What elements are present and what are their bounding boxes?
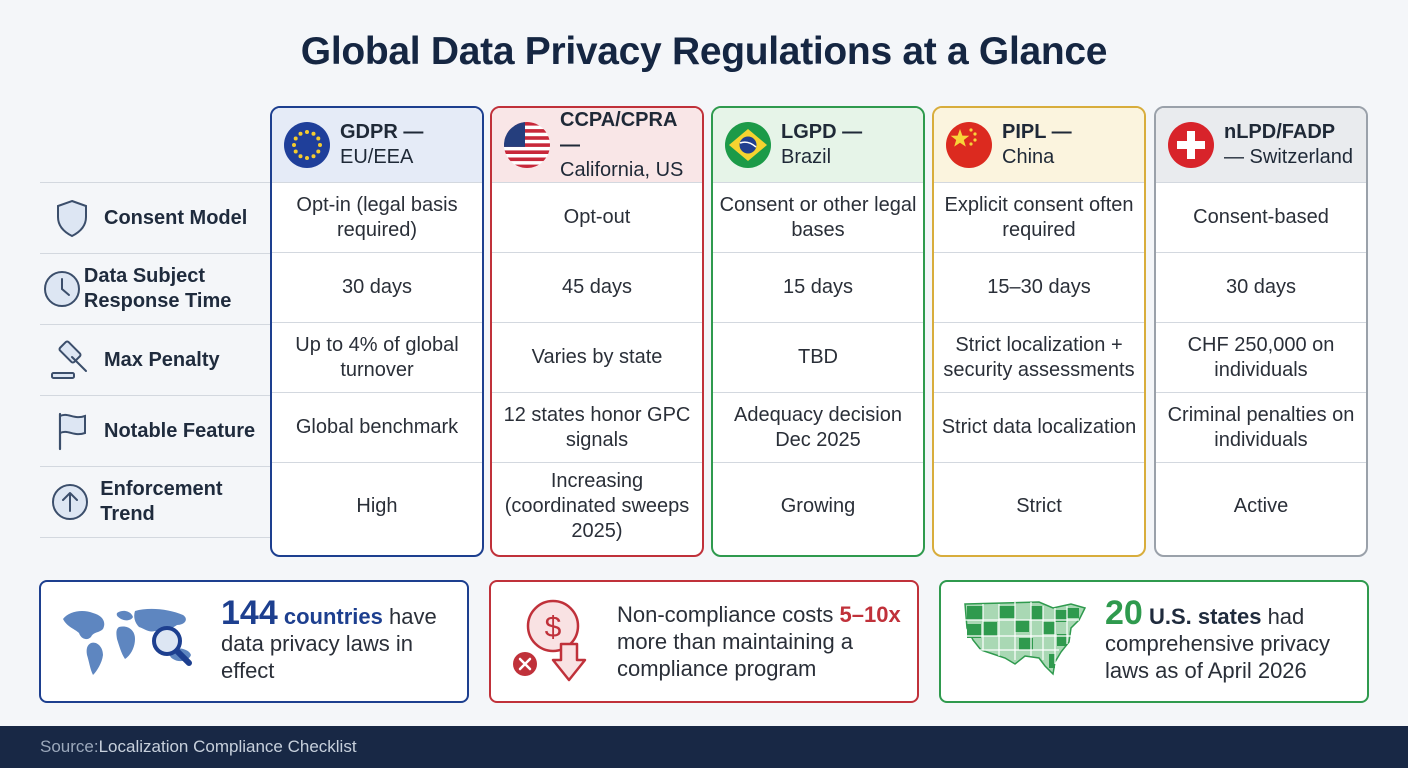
stat-emphasis: 5–10x <box>839 602 901 627</box>
stat-emphasis: countries <box>283 603 383 629</box>
cell-max-penalty: CHF 250,000 on individuals <box>1156 322 1366 392</box>
stat-description: have data privacy laws in effect <box>221 603 437 683</box>
brazil-flag-icon <box>725 122 771 168</box>
column-header: CCPA/CPRA — California, US <box>492 108 702 182</box>
row-label-response-time: Data Subject Response Time <box>40 253 272 324</box>
cell-notable-feature: 12 states honor GPC signals <box>492 392 702 462</box>
column-nlpd: nLPD/FADP — Switzerland Consent-based 30 … <box>1154 106 1368 557</box>
svg-text:$: $ <box>545 611 562 644</box>
column-lgpd: LGPD — Brazil Consent or other legal base… <box>711 106 925 557</box>
cell-response-time: 15–30 days <box>934 252 1144 322</box>
cell-consent-model: Consent or other legal bases <box>713 182 923 252</box>
stat-card-countries: 144 countries have data privacy laws in … <box>39 580 469 703</box>
page-title: Global Data Privacy Regulations at a Gla… <box>300 30 1108 73</box>
cost-down-icon: $ <box>509 594 601 689</box>
flag-icon <box>40 411 104 451</box>
column-header: LGPD — Brazil <box>713 108 923 182</box>
regulation-code: LGPD — <box>781 121 863 143</box>
regulation-region: Brazil <box>781 146 832 168</box>
row-labels: Consent Model Data Subject Response Time… <box>40 182 272 538</box>
column-header: nLPD/FADP — Switzerland <box>1156 108 1366 182</box>
column-header: PIPL — China <box>934 108 1144 182</box>
source-text: Localization Compliance Checklist <box>98 737 357 756</box>
regulation-code: CCPA/CPRA — <box>560 108 677 156</box>
cell-notable-feature: Strict data localization <box>934 392 1144 462</box>
row-label-notable-feature: Notable Feature <box>40 395 272 466</box>
cell-notable-feature: Adequacy decision Dec 2025 <box>713 392 923 462</box>
cell-notable-feature: Global benchmark <box>272 392 482 462</box>
cell-response-time: 45 days <box>492 252 702 322</box>
regulation-region: EU/EEA <box>340 146 414 168</box>
cell-enforcement-trend: High <box>272 462 482 550</box>
column-pipl: PIPL — China Explicit consent often requi… <box>932 106 1146 557</box>
eu-flag-icon <box>284 122 330 168</box>
regulation-region: China <box>1002 146 1055 168</box>
shield-icon <box>40 198 104 238</box>
row-label-consent-model: Consent Model <box>40 182 272 253</box>
cell-response-time: 30 days <box>1156 252 1366 322</box>
regulation-region: — Switzerland <box>1224 146 1353 168</box>
stat-text: 20 U.S. states had comprehensive privacy… <box>1105 596 1367 684</box>
row-label-enforcement-trend: Enforcement Trend <box>40 466 272 538</box>
cell-consent-model: Opt-in (legal basis required) <box>272 182 482 252</box>
row-label-max-penalty: Max Penalty <box>40 324 272 395</box>
regulation-code: PIPL — <box>1002 121 1072 143</box>
us-flag-icon <box>504 122 550 168</box>
stat-card-us-states: 20 U.S. states had comprehensive privacy… <box>939 580 1369 703</box>
world-map-search-icon <box>59 599 209 684</box>
regulation-code: GDPR — <box>340 121 424 143</box>
cell-enforcement-trend: Strict <box>934 462 1144 550</box>
cell-max-penalty: TBD <box>713 322 923 392</box>
stat-number: 20 <box>1105 593 1143 632</box>
cell-enforcement-trend: Active <box>1156 462 1366 550</box>
cell-max-penalty: Varies by state <box>492 322 702 392</box>
column-ccpa: CCPA/CPRA — California, US Opt-out 45 day… <box>490 106 704 557</box>
stat-number: 144 <box>221 593 278 632</box>
stat-text: Non-compliance costs 5–10x more than mai… <box>617 601 917 682</box>
clock-icon <box>40 269 84 309</box>
stat-emphasis: U.S. states <box>1148 603 1262 629</box>
china-flag-icon <box>946 122 992 168</box>
cell-enforcement-trend: Increasing (coordinated sweeps 2025) <box>492 462 702 550</box>
swiss-flag-icon <box>1168 122 1214 168</box>
cell-max-penalty: Strict localization + security assessmen… <box>934 322 1144 392</box>
regulation-code: nLPD/FADP <box>1224 121 1336 143</box>
cell-enforcement-trend: Growing <box>713 462 923 550</box>
trend-up-icon <box>40 482 100 522</box>
cell-consent-model: Opt-out <box>492 182 702 252</box>
cell-notable-feature: Criminal penalties on individuals <box>1156 392 1366 462</box>
stat-card-costs: $ Non-compliance costs 5–10x more than m… <box>489 580 919 703</box>
source-footer: Source: Localization Compliance Checklis… <box>0 726 1408 768</box>
stat-prefix: Non-compliance costs <box>617 602 840 627</box>
stat-text: 144 countries have data privacy laws in … <box>221 596 467 684</box>
regulation-region: California, US <box>560 158 684 181</box>
gavel-icon <box>40 339 104 381</box>
source-prefix: Source: <box>40 737 99 756</box>
us-map-icon <box>959 594 1091 689</box>
cell-response-time: 15 days <box>713 252 923 322</box>
cell-consent-model: Consent-based <box>1156 182 1366 252</box>
cell-consent-model: Explicit consent often required <box>934 182 1144 252</box>
column-header: GDPR — EU/EEA <box>272 108 482 182</box>
stat-description: had comprehensive privacy laws as of Apr… <box>1105 603 1330 683</box>
cell-max-penalty: Up to 4% of global turnover <box>272 322 482 392</box>
cell-response-time: 30 days <box>272 252 482 322</box>
column-gdpr: GDPR — EU/EEA Opt-in (legal basis require… <box>270 106 484 557</box>
stat-description: more than maintaining a compliance progr… <box>617 629 854 681</box>
